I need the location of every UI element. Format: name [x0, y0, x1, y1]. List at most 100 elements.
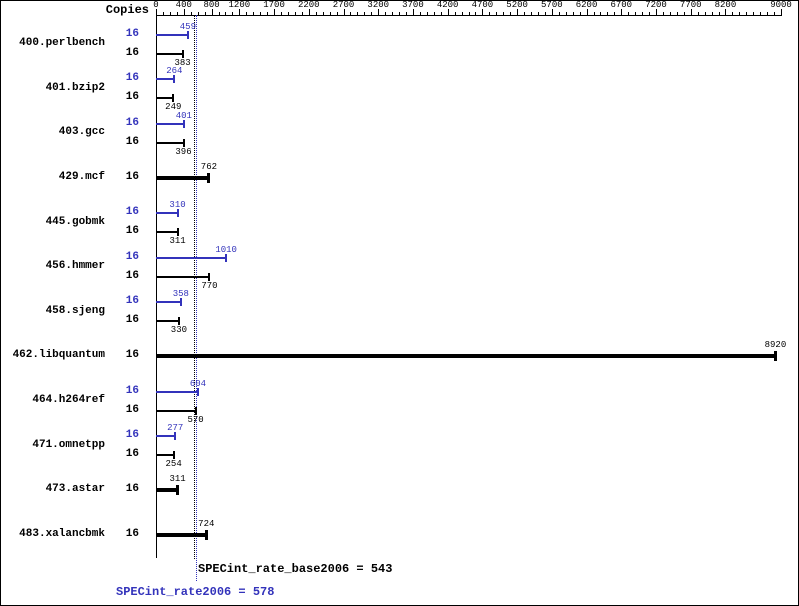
minor-tick	[301, 12, 303, 15]
minor-tick	[683, 12, 685, 15]
base-mean-line	[193, 15, 195, 559]
minor-tick	[489, 12, 491, 15]
axis-tick-label: 3200	[367, 0, 390, 10]
minor-tick	[614, 12, 616, 15]
base-value-label: 249	[165, 102, 182, 113]
minor-tick	[760, 12, 762, 15]
minor-tick	[635, 12, 637, 15]
base-bar	[156, 52, 183, 55]
minor-tick	[572, 12, 574, 15]
copies-value: 16	[125, 46, 139, 59]
minor-tick	[697, 12, 699, 15]
minor-tick	[281, 12, 282, 15]
major-tick	[378, 9, 380, 15]
copies-value: 16	[125, 314, 139, 327]
axis-tick-label: 6700	[610, 0, 633, 10]
peak-value-label: 459	[179, 21, 196, 32]
axis-tick-label: 7700	[679, 0, 702, 10]
base-value-label: 311	[169, 474, 186, 485]
benchmark-label: 471.omnetpp	[32, 438, 105, 451]
copies-value: 16	[125, 250, 139, 263]
copies-value: 16	[125, 206, 139, 219]
peak-bar	[156, 33, 188, 36]
minor-tick	[162, 12, 164, 15]
benchmark-label: 462.libquantum	[12, 349, 105, 362]
copies-value: 16	[125, 403, 139, 416]
peak-bar	[156, 435, 176, 438]
minor-tick	[392, 12, 394, 15]
peak-value-label: 604	[189, 378, 207, 389]
base-bar	[156, 175, 209, 180]
minor-tick	[322, 12, 324, 15]
major-tick	[517, 9, 519, 15]
minor-tick	[315, 12, 317, 15]
copies-value: 16	[125, 27, 139, 40]
minor-tick	[468, 12, 470, 15]
major-tick	[308, 9, 310, 15]
base-value-label: 383	[174, 57, 191, 68]
base-bar-end-cap	[773, 351, 777, 362]
minor-tick	[774, 12, 776, 15]
minor-tick	[336, 12, 338, 15]
minor-tick	[544, 12, 546, 15]
peak-bar-end-cap	[174, 432, 177, 441]
minor-tick	[531, 12, 532, 15]
minor-tick	[496, 12, 498, 15]
minor-tick	[503, 12, 505, 15]
minor-tick	[537, 12, 539, 15]
minor-tick	[461, 12, 463, 15]
minor-tick	[718, 12, 720, 15]
minor-tick	[454, 12, 456, 15]
copies-value: 16	[125, 91, 139, 104]
peak-bar-end-cap	[196, 387, 199, 396]
base-value-label: 724	[198, 519, 215, 530]
minor-tick	[357, 12, 359, 15]
minor-tick	[253, 12, 255, 15]
base-bar	[156, 488, 178, 493]
minor-tick	[711, 12, 713, 15]
minor-tick	[218, 12, 220, 15]
minor-tick	[593, 12, 595, 15]
minor-tick	[600, 12, 602, 15]
x-axis-line	[156, 15, 782, 16]
benchmark-label: 456.hmmer	[45, 260, 105, 273]
major-tick	[211, 9, 213, 15]
minor-tick	[204, 12, 206, 15]
peak-bar	[156, 78, 175, 81]
minor-tick	[190, 12, 192, 15]
peak-value-label: 358	[172, 289, 189, 300]
peak-bar	[156, 301, 181, 304]
peak-bar	[156, 390, 198, 393]
minor-tick	[746, 12, 748, 15]
benchmark-label: 458.sjeng	[45, 304, 105, 317]
minor-tick	[287, 12, 289, 15]
axis-tick-label: 800	[203, 0, 220, 10]
minor-tick	[767, 12, 769, 15]
base-value-label: 254	[165, 459, 182, 470]
peak-bar-end-cap	[176, 209, 179, 218]
base-value-label: 396	[175, 146, 192, 157]
base-bar-end-cap	[181, 49, 184, 58]
minor-tick	[565, 12, 567, 15]
minor-tick	[197, 12, 199, 15]
minor-tick	[232, 12, 234, 15]
minor-tick	[510, 12, 512, 15]
minor-tick	[364, 12, 366, 15]
minor-tick	[406, 12, 407, 15]
peak-value-label: 1010	[215, 244, 237, 255]
major-tick	[274, 9, 276, 15]
base-bar-end-cap	[182, 138, 185, 147]
base-bar	[156, 533, 207, 538]
minor-tick	[475, 12, 477, 15]
major-tick	[551, 9, 553, 15]
axis-tick-label: 2200	[297, 0, 320, 10]
major-tick	[239, 9, 241, 15]
minor-tick	[294, 12, 296, 15]
major-tick	[156, 9, 157, 15]
base-value-label: 311	[169, 236, 186, 247]
copies-value: 16	[125, 170, 139, 183]
peak-bar	[156, 122, 184, 125]
minor-tick	[676, 12, 678, 15]
base-bar-end-cap	[176, 485, 180, 496]
